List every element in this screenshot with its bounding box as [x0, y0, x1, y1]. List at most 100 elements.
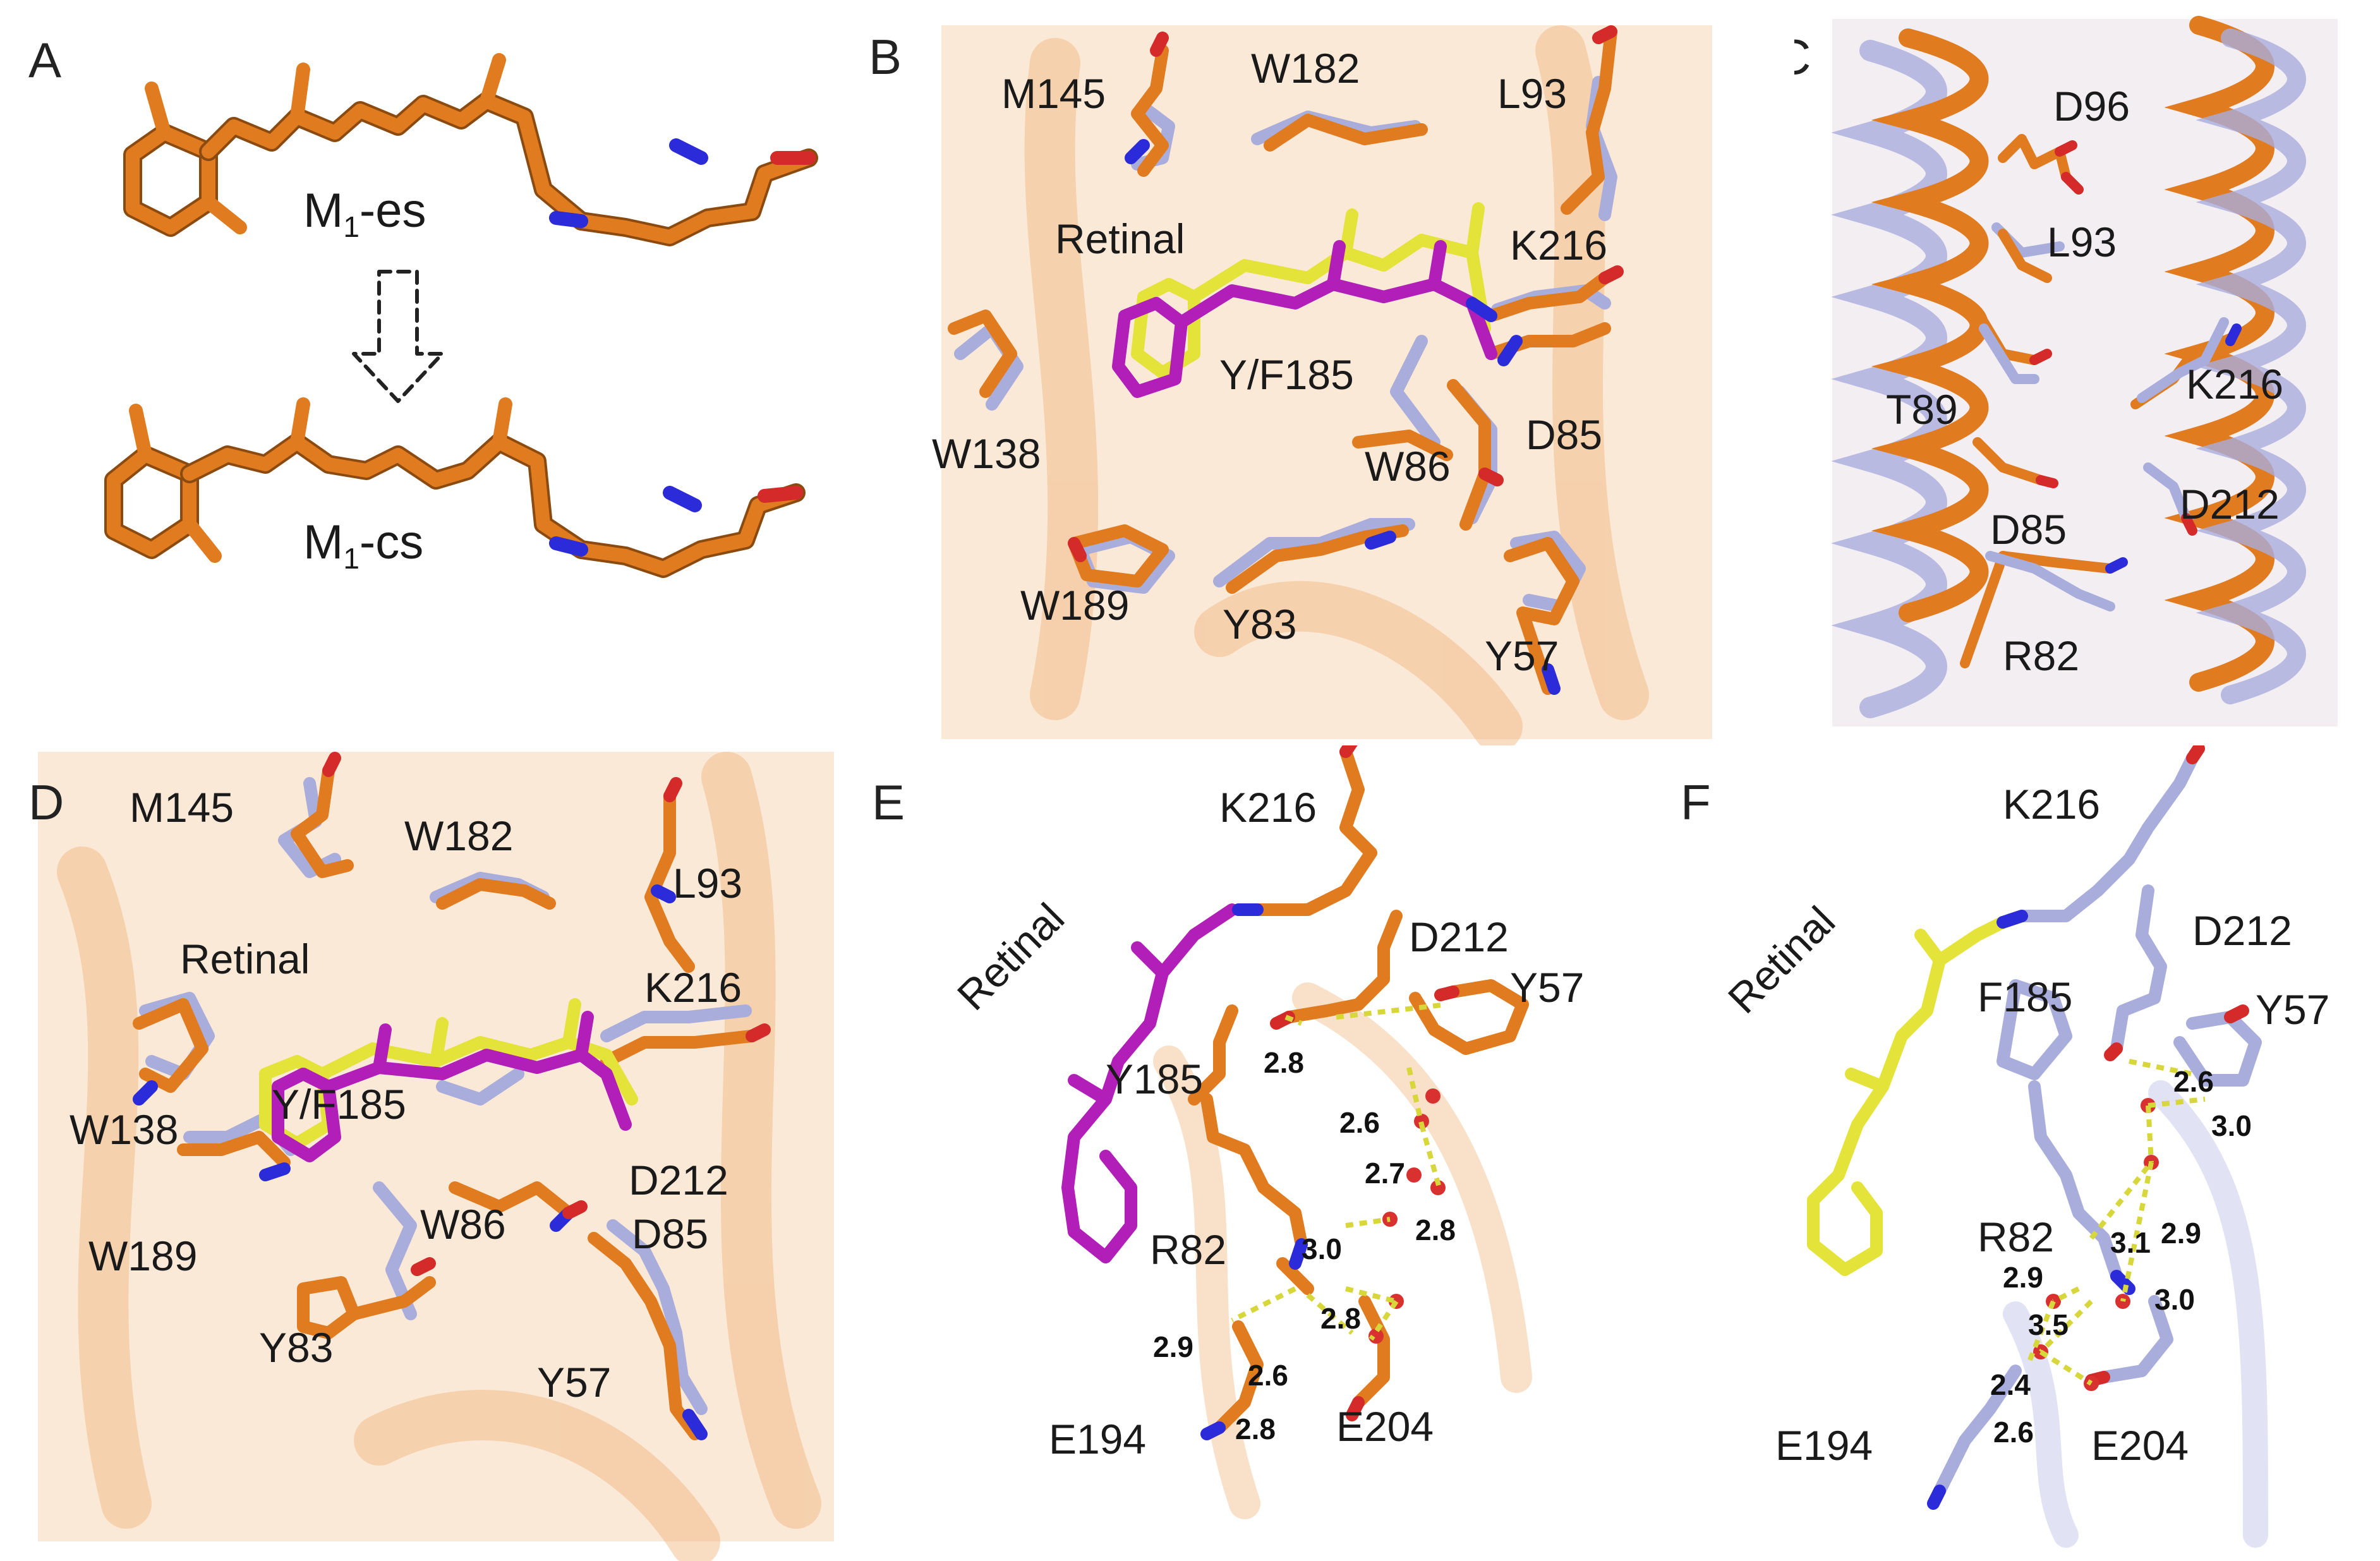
residue-label-k216: K216 [2003, 781, 2101, 828]
residue-label-w182: W182 [404, 812, 514, 859]
hbond-distance: 2.6 [1248, 1359, 1288, 1392]
state-symbol: M [303, 515, 344, 569]
residue-label-w189: W189 [88, 1233, 198, 1279]
residue-label-y57: Y57 [1485, 632, 1559, 679]
residue-label-r82: R82 [1150, 1226, 1227, 1273]
panel-label-c: C [1794, 28, 1811, 86]
residue-label-d96: D96 [2053, 83, 2130, 130]
oxygen-atoms [322, 752, 771, 1276]
residue-label-e204: E204 [2091, 1422, 2189, 1469]
residue-label-y-f185: Y/F185 [272, 1081, 406, 1128]
nitrogen-atoms [1125, 139, 1561, 695]
residue-label-d212: D212 [1409, 913, 1509, 960]
state-suffix: -es [359, 184, 426, 238]
residue-label-w138: W138 [932, 430, 1041, 477]
residue-label-k216: K216 [1510, 222, 1608, 268]
residue-label-f185: F185 [1978, 973, 2073, 1020]
residue-label-r82: R82 [1978, 1214, 2055, 1260]
panel-label-a: A [28, 32, 62, 88]
transition-arrow-icon [352, 270, 444, 403]
panel-label-b: B [869, 29, 902, 85]
panel-b: B M145 W182 L93 Retinal K216 Y/F185 W138… [866, 0, 1794, 745]
panel-label-d: D [28, 774, 64, 830]
residue-label-m145: M145 [1001, 70, 1106, 117]
residue-label-l93: L93 [673, 860, 743, 907]
orange-residues [133, 764, 758, 1440]
residue-label-t89: T89 [1886, 386, 1958, 433]
residue-label-d212: D212 [629, 1157, 728, 1203]
panel-f: F K216 D212 Retinal F185 Y57 R82 E194 E2… [1624, 745, 2380, 1561]
panel-a: A M1-es M1-cs [0, 0, 866, 745]
nitrogen-atoms [1200, 903, 1308, 1440]
panel-label-e: E [872, 774, 905, 830]
hbond-distance: 2.6 [1339, 1106, 1380, 1139]
m1-es-retinal-stick [123, 53, 818, 246]
residue-label-l93: L93 [1497, 70, 1568, 117]
hbond-distance: 2.8 [1264, 1046, 1304, 1079]
panel-f-structures [1807, 745, 2268, 1548]
residue-label-k216: K216 [644, 964, 742, 1011]
residue-label-m145: M145 [130, 784, 234, 831]
state-symbol: M [303, 184, 344, 238]
retinal-magenta [1112, 240, 1497, 398]
residue-label-w182: W182 [1251, 45, 1360, 92]
panel-a-structures [104, 53, 818, 578]
orange-residues [1188, 745, 1529, 1434]
hbond-distance: 2.8 [1415, 1214, 1456, 1246]
heteroatoms [2029, 140, 2242, 574]
residue-label-d85: D85 [1526, 411, 1603, 458]
residue-label-retinal: Retinal [180, 936, 310, 982]
hbond-distance: 2.8 [1320, 1302, 1361, 1335]
hbond-distance: 2.6 [2173, 1065, 2214, 1098]
panel-b-structures [941, 25, 1712, 745]
panel-c-structures [1831, 16, 2338, 726]
residue-label-w86: W86 [420, 1201, 506, 1248]
hbond-distance: 2.9 [2003, 1261, 2043, 1294]
retinal-magenta [272, 1011, 632, 1162]
hbond-distance: 3.1 [2110, 1226, 2151, 1259]
panel-e: E K216 D212 Retinal Y57 Y185 R82 E194 E2… [866, 745, 1624, 1561]
background-ribbon [2003, 1080, 2268, 1548]
residue-label-d212: D212 [2180, 481, 2280, 527]
residue-label-w138: W138 [69, 1106, 179, 1153]
hydrogen-bonds [1231, 1002, 1447, 1341]
oxygen-atoms [1068, 25, 1624, 562]
residue-label-e194: E194 [1049, 1416, 1147, 1462]
residue-label-k216: K216 [1219, 784, 1317, 831]
residue-label-e194: E194 [1775, 1422, 1873, 1469]
hbond-distance: 2.9 [1153, 1330, 1193, 1363]
state-label-m1-es: M1-es [303, 183, 426, 244]
residue-label-y57: Y57 [1510, 964, 1585, 1011]
hbond-distance: 2.4 [1990, 1368, 2031, 1401]
state-suffix: -cs [359, 515, 424, 569]
residue-label-k216: K216 [2186, 361, 2284, 407]
panel-d-structures [38, 752, 834, 1561]
residue-label-y57: Y57 [537, 1359, 612, 1406]
hydrogen-bonds [2026, 1059, 2206, 1386]
state-subscript: 1 [343, 210, 359, 244]
nitrogen-atoms [133, 884, 708, 1440]
residue-label-y83: Y83 [259, 1324, 334, 1371]
hbond-distance: 3.0 [2211, 1109, 2252, 1142]
panel-d: D M145 W182 L93 Retinal K216 W138 Y/F185… [0, 745, 866, 1561]
side-chains [1960, 134, 2235, 668]
panel-c: C D96 L93 T89 K216 D85 D212 R82 [1794, 0, 2380, 745]
panel-label-f: F [1681, 774, 1711, 830]
residue-label-y185: Y185 [1106, 1056, 1204, 1102]
residue-label-d212: D212 [2192, 907, 2292, 954]
residue-label-retinal: Retinal [1055, 215, 1185, 262]
hbond-distance: 2.8 [1235, 1413, 1276, 1445]
residue-label-w189: W189 [1020, 582, 1130, 629]
retinal-magenta [1061, 903, 1238, 1263]
residue-label-d85: D85 [632, 1210, 709, 1257]
retinal-yellow [1131, 202, 1491, 379]
hbond-distance: 2.6 [1993, 1416, 2034, 1449]
hbond-distance: 3.0 [1302, 1233, 1342, 1265]
residue-label-e204: E204 [1336, 1403, 1434, 1450]
state-label-m1-cs: M1-cs [303, 515, 423, 576]
residue-label-l93: L93 [2047, 219, 2117, 265]
panel-e-structures [1061, 745, 1532, 1519]
residue-label-y-f185: Y/F185 [1219, 351, 1354, 398]
hbond-distance: 3.0 [2154, 1283, 2195, 1316]
hbond-distance: 3.5 [2028, 1308, 2069, 1341]
